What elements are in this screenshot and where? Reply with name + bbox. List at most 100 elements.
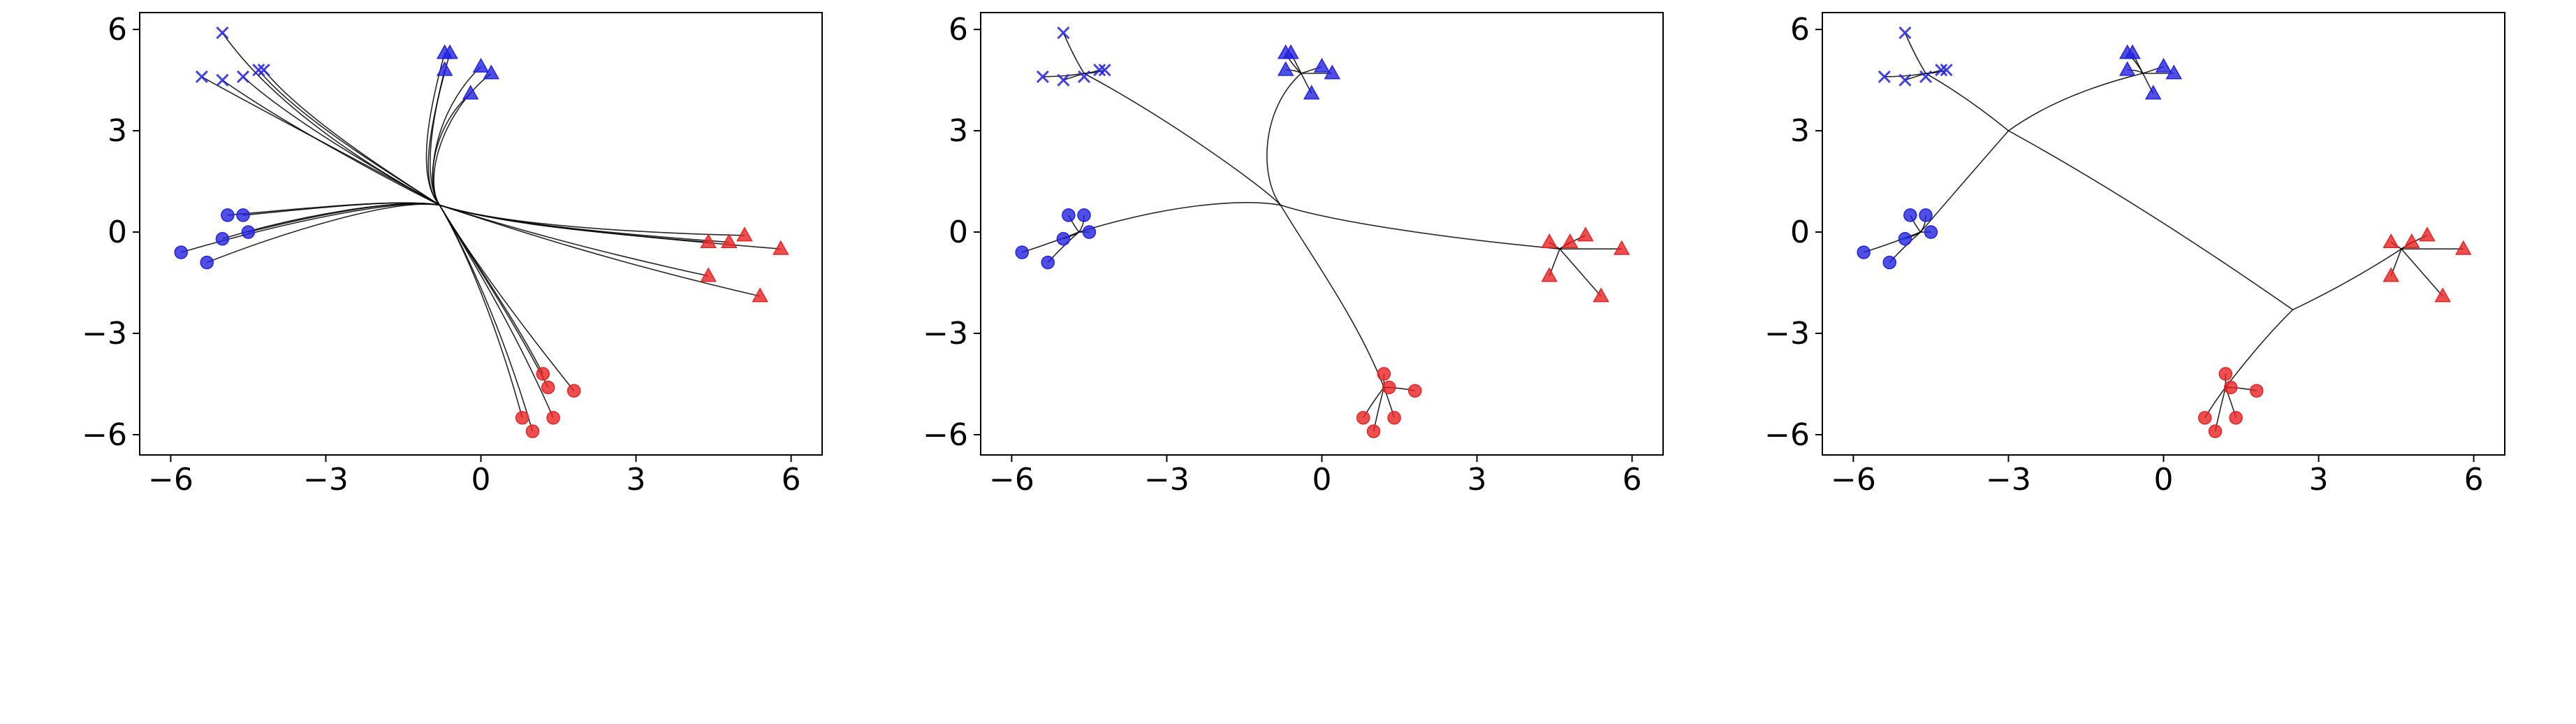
point-blue-x xyxy=(1057,73,1070,87)
point-blue-triangle xyxy=(2155,57,2172,73)
tree-edge xyxy=(439,204,781,249)
tree-edge xyxy=(1062,32,1085,74)
point-blue-circle xyxy=(1919,208,1933,222)
tree-edge xyxy=(2008,130,2293,310)
y-tick-label: −3 xyxy=(923,316,968,352)
x-tick-label: −3 xyxy=(303,462,349,498)
point-blue-x xyxy=(252,64,265,77)
point-blue-x xyxy=(216,73,229,87)
point-blue-circle xyxy=(236,208,250,222)
y-tick-label: 3 xyxy=(1790,113,1810,149)
point-red-circle xyxy=(1387,411,1401,425)
point-red-triangle xyxy=(2383,267,2399,282)
point-blue-x xyxy=(1878,70,1891,83)
point-blue-circle xyxy=(1898,231,1912,246)
x-tick-label: 3 xyxy=(2309,462,2329,498)
x-tick-label: −6 xyxy=(989,462,1034,498)
scatter-points xyxy=(174,26,789,438)
tree-edge xyxy=(439,204,575,391)
y-tick-label: 0 xyxy=(949,215,968,250)
point-blue-circle xyxy=(221,208,235,222)
point-red-circle xyxy=(1366,424,1381,438)
point-blue-triangle xyxy=(2165,64,2183,80)
point-red-triangle xyxy=(752,287,768,303)
tree-edge xyxy=(1083,73,1281,205)
point-red-circle xyxy=(2197,411,2212,425)
x-tick-label: −3 xyxy=(1144,462,1190,498)
tree-edge xyxy=(1266,73,1302,205)
tree-edge xyxy=(432,93,471,205)
point-blue-x xyxy=(1919,70,1933,83)
point-blue-x xyxy=(195,70,208,83)
point-red-triangle xyxy=(1613,240,1630,255)
x-tick-label: −6 xyxy=(1831,462,1876,498)
tree-edge xyxy=(1280,204,1560,249)
x-tick-label: −3 xyxy=(1986,462,2031,498)
point-blue-circle xyxy=(200,255,214,270)
y-tick-label: −3 xyxy=(1764,316,1810,352)
tree-edges xyxy=(180,32,781,432)
point-blue-triangle xyxy=(462,85,479,100)
point-red-triangle xyxy=(2383,233,2399,249)
point-blue-circle xyxy=(1077,208,1091,222)
point-blue-x xyxy=(1077,70,1091,83)
point-blue-x xyxy=(1098,64,1111,77)
tree-edge xyxy=(439,204,761,297)
point-red-circle xyxy=(2249,384,2264,398)
point-blue-circle xyxy=(1082,225,1097,239)
y-tick-label: 6 xyxy=(1790,12,1810,48)
point-red-triangle xyxy=(1562,233,1579,249)
tree-edge xyxy=(1904,32,1926,74)
y-tick-label: −6 xyxy=(1764,417,1810,453)
point-blue-circle xyxy=(1857,245,1871,259)
tree-edge xyxy=(439,204,523,419)
point-red-circle xyxy=(1377,367,1391,381)
point-blue-triangle xyxy=(1324,64,1341,80)
tree-edge xyxy=(221,79,440,206)
point-blue-x xyxy=(257,64,270,77)
tree-edge xyxy=(206,203,440,263)
point-blue-x xyxy=(1093,64,1106,77)
point-red-circle xyxy=(2208,424,2223,438)
point-red-triangle xyxy=(1577,226,1594,242)
point-red-circle xyxy=(515,411,529,425)
point-red-circle xyxy=(2218,367,2233,381)
point-red-circle xyxy=(541,380,555,395)
tree-edge xyxy=(2401,248,2443,297)
point-red-triangle xyxy=(736,226,753,242)
tree-edge xyxy=(2008,73,2144,131)
point-blue-triangle xyxy=(483,64,500,80)
x-tick-label: 3 xyxy=(1468,462,1487,498)
tree-edge xyxy=(439,204,534,432)
point-blue-triangle xyxy=(1277,61,1294,76)
tree-edge xyxy=(1078,202,1281,233)
tree-edge xyxy=(2225,309,2294,388)
point-blue-triangle xyxy=(2124,44,2141,59)
point-blue-triangle xyxy=(2144,85,2162,100)
point-red-circle xyxy=(546,411,560,425)
y-tick-label: 0 xyxy=(108,215,127,250)
point-blue-circle xyxy=(1924,225,1938,239)
tree-edge xyxy=(1280,204,1385,388)
point-blue-x xyxy=(1940,64,1953,77)
point-blue-x xyxy=(1898,73,1912,87)
point-red-circle xyxy=(2223,380,2238,395)
tree-edges xyxy=(1021,32,1622,432)
point-blue-circle xyxy=(1056,231,1071,246)
point-blue-triangle xyxy=(2118,61,2136,76)
x-tick-label: 3 xyxy=(627,462,646,498)
y-tick-label: −6 xyxy=(923,417,968,453)
point-blue-circle xyxy=(1041,255,1055,270)
point-red-triangle xyxy=(2455,240,2472,255)
tree-edges xyxy=(1863,32,2464,432)
point-red-triangle xyxy=(1541,267,1558,282)
tree-edge xyxy=(1863,231,1921,253)
x-tick-label: 6 xyxy=(1623,462,1642,498)
point-blue-x xyxy=(1036,70,1049,83)
scatter-points xyxy=(1015,26,1630,438)
y-tick-label: 3 xyxy=(108,113,127,149)
point-blue-x xyxy=(1935,64,1948,77)
point-red-circle xyxy=(525,424,540,438)
x-tick-label: 0 xyxy=(471,462,491,498)
